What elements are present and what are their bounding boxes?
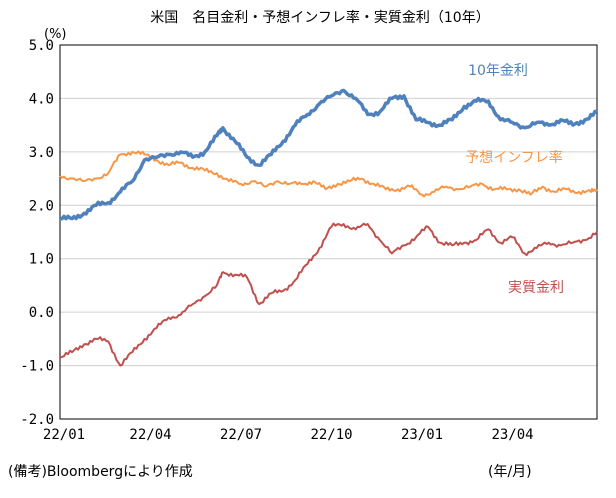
x-axis-tick-labels: 22/01 22/04 22/07 22/10 23/01 23/04 — [43, 427, 534, 443]
y-tick-label: 4.0 — [29, 91, 54, 107]
x-tick-label: 22/01 — [43, 427, 85, 443]
series-label-expected-inflation: 予想インフレ率 — [465, 149, 563, 166]
y-tick-label: 3.0 — [29, 145, 54, 161]
x-axis-unit-label: (年/月) — [488, 464, 532, 480]
y-tick-label: 2.0 — [29, 198, 54, 214]
y-tick-label: 5.0 — [29, 38, 54, 54]
y-tick-label: 1.0 — [29, 252, 54, 268]
x-tick-label: 22/04 — [129, 427, 171, 443]
series-line-real-yield — [59, 222, 598, 367]
chart-title: 米国 名目金利・予想インフレ率・実質金利（10年） — [150, 9, 489, 26]
y-axis-tick-labels: 5.0 4.0 3.0 2.0 1.0 0.0 -1.0 -2.0 — [20, 38, 54, 428]
series-lines — [59, 88, 598, 367]
source-note: (備考)Bloombergにより作成 — [8, 464, 193, 480]
x-tick-label: 22/07 — [220, 427, 262, 443]
y-tick-label: 0.0 — [29, 305, 54, 321]
x-tick-label: 23/04 — [491, 427, 533, 443]
x-tick-label: 22/10 — [310, 427, 352, 443]
series-line-10y-yield — [59, 88, 598, 221]
x-tick-label: 23/01 — [401, 427, 443, 443]
y-tick-label: -2.0 — [20, 412, 54, 428]
y-axis-unit-label: (%) — [44, 27, 67, 42]
series-label-real-yield: 実質金利 — [508, 280, 564, 296]
series-label-10y-yield: 10年金利 — [468, 63, 528, 79]
y-tick-label: -1.0 — [20, 359, 54, 375]
